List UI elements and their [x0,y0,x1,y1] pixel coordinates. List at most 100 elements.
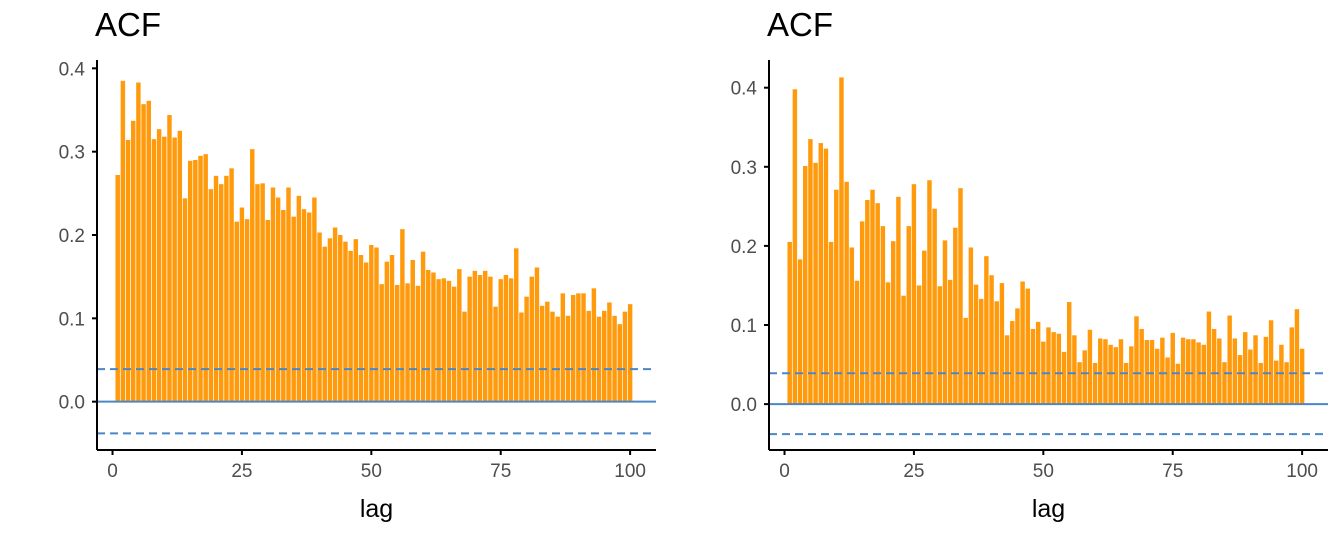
acf-bar [1232,338,1238,405]
acf-bar [865,200,870,405]
acf-bar [410,260,415,402]
acf-bar [1284,362,1289,405]
acf-bar [162,136,167,402]
acf-bar [1258,362,1263,405]
acf-bar [218,184,224,402]
acf-bar [828,241,834,405]
acf-bar [922,250,927,405]
acf-bar [141,104,146,402]
acf-bar [932,208,937,405]
acf-bar [906,226,911,405]
acf-bar [927,180,932,405]
acf-bar [818,143,823,405]
acf-bar [607,302,612,402]
acf-bar [1201,344,1207,405]
acf-bar [1227,315,1232,405]
acf-bar [1144,340,1150,405]
acf-bar [994,301,999,405]
acf-chart-left: 0.0 0.1 0.2 0.3 0.4 0 25 50 75 100 lag [59,59,656,523]
acf-bar [182,198,188,402]
acf-bar [208,189,214,402]
chart-title: ACF [767,6,833,43]
acf-bar [472,270,478,402]
acf-bar [870,189,875,405]
acf-bar [617,324,622,402]
acf-bar [270,187,276,402]
acf-bar [612,315,617,402]
acf-chart-right: 0.0 0.1 0.2 0.3 0.4 0 25 50 75 100 lag [731,60,1328,523]
acf-bar [317,232,322,402]
acf-bar [978,298,984,405]
acf-bar [1248,349,1253,405]
acf-bar [963,317,968,405]
x-tick-label: 50 [1033,461,1054,482]
acf-bar [1299,348,1305,405]
acf-bar [348,250,353,402]
acf-bar [916,285,922,405]
acf-bar [1077,362,1082,405]
acf-bar [146,100,151,402]
acf-bar [1108,344,1113,405]
acf-bar [177,130,183,402]
y-tick-label: 0.1 [731,316,757,337]
acf-bar [1139,328,1144,405]
acf-bar [1175,363,1181,405]
acf-bar [1165,357,1170,405]
x-tick-label: 25 [231,461,252,482]
acf-bar [167,115,172,402]
acf-bar [1154,348,1160,405]
y-tick-label: 0.0 [59,393,85,414]
acf-bar [539,305,545,402]
acf-bar [436,279,441,402]
acf-bar [301,209,307,402]
x-axis-label: lag [360,495,393,523]
acf-bar [234,221,239,402]
acf-bar [1186,339,1191,405]
acf-bar [1253,335,1258,405]
acf-bar [942,240,948,405]
acf-bar [250,149,255,402]
acf-bar [1004,335,1010,405]
acf-bar [306,212,312,402]
acf-bar [627,304,633,402]
acf-bar [426,270,431,402]
acf-panel-left: ACF 0.0 0.1 0.2 0.3 0.4 0 25 50 75 100 lag [59,8,656,523]
acf-bar [792,89,798,405]
acf-bar [1242,332,1248,405]
acf-bar [415,285,421,402]
acf-bar [1274,360,1279,405]
acf-bar [1211,328,1217,405]
acf-bar [115,175,120,402]
y-tick-label: 0.4 [731,79,758,100]
acf-bar [1289,327,1294,405]
acf-bar [1051,332,1056,405]
acf-bar [1061,351,1067,405]
acf-bar [1056,333,1062,405]
acf-bar [156,129,162,402]
acf-bar [446,280,452,402]
acf-bar [1020,281,1025,405]
acf-bar [498,279,503,402]
acf-bar [839,77,844,405]
acf-bar [281,210,286,402]
acf-bar [244,219,250,402]
acf-bar [1066,302,1072,405]
acf-bar [885,282,891,405]
acf-bar [1035,321,1041,405]
acf-bar [405,283,410,402]
acf-bar [291,216,296,402]
acf-bar [125,140,131,402]
x-tick-label: 75 [490,461,511,482]
acf-bar [1118,339,1124,405]
acf-bar [1222,362,1227,405]
acf-bar [602,310,607,402]
acf-bar [591,288,597,402]
acf-bar [999,283,1005,405]
acf-bar [1129,346,1134,405]
acf-bar [803,166,808,405]
acf-bar [353,239,359,402]
acf-bar [1015,308,1020,405]
acf-bar [514,248,519,402]
acf-bar [1134,316,1139,405]
acf-bar [849,247,855,405]
